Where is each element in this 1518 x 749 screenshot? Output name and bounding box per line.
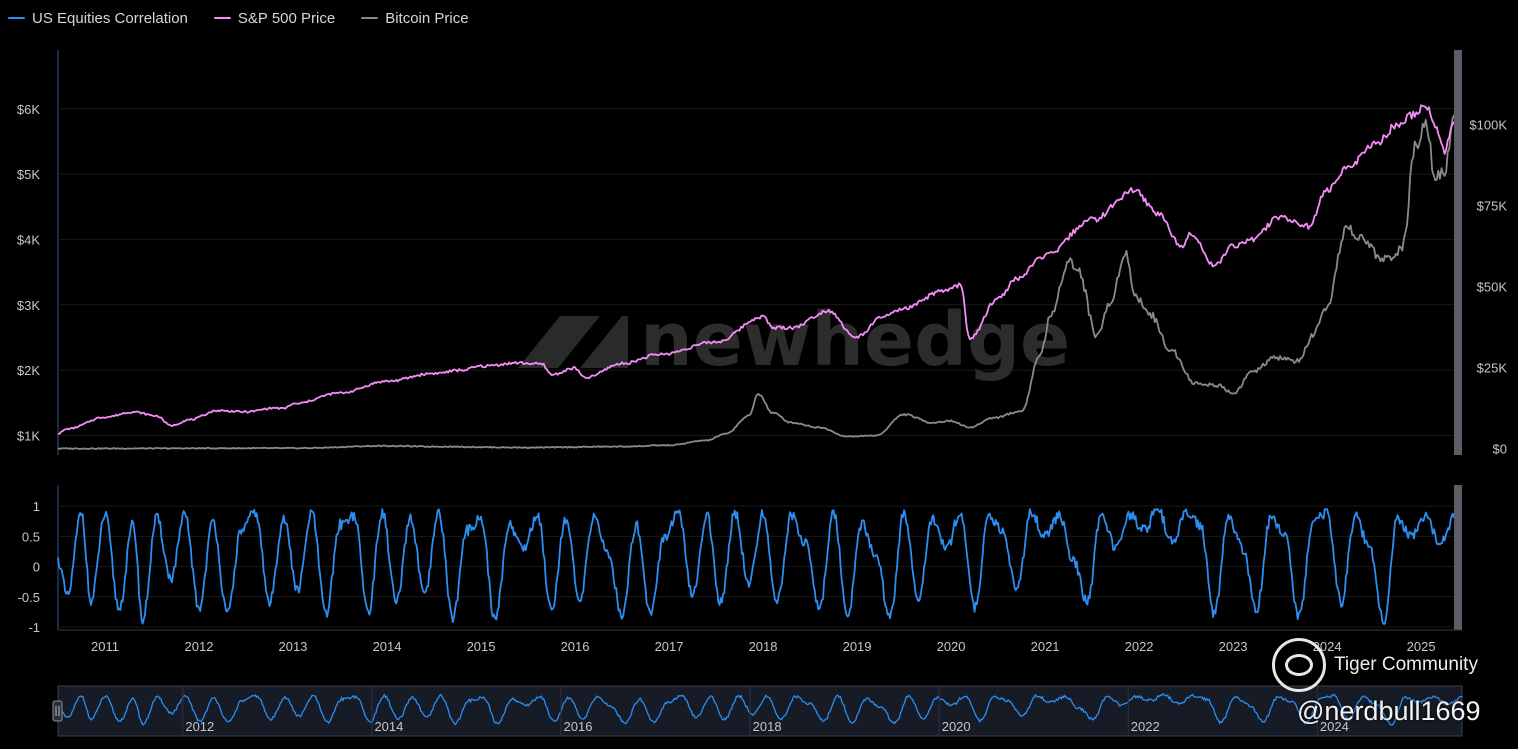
price-right-tick-label: $100K: [1469, 118, 1507, 133]
sp500-price-line: [57, 104, 1455, 435]
x-tick-label: 2017: [655, 639, 684, 654]
legend-item-bitcoin[interactable]: Bitcoin Price: [361, 9, 469, 27]
legend-item-sp500[interactable]: S&P 500 Price: [213, 9, 336, 27]
price-right-axis: $0 $25K $50K $75K $100K: [1469, 118, 1507, 457]
x-tick-label: 2023: [1219, 639, 1248, 654]
tiger-community-badge: Tiger Community: [1272, 638, 1500, 692]
correlation-tick-label: 0: [33, 560, 40, 575]
legend-label-bitcoin: Bitcoin Price: [385, 9, 469, 27]
price-range-handle[interactable]: [1454, 50, 1462, 455]
navigator-correlation-line: [57, 693, 1463, 726]
x-tick-label: 2011: [91, 639, 119, 654]
correlation-range-handle[interactable]: [1454, 485, 1462, 630]
navigator[interactable]: 2012 2014 2016 2018 2020 2022 2024: [52, 685, 1463, 737]
price-right-tick-label: $50K: [1477, 280, 1508, 295]
bitcoin-price-line: [57, 114, 1455, 450]
x-tick-label: 2020: [937, 639, 966, 654]
price-panel: $1K $2K $3K $4K $5K $6K $0 $25K $50K $75K $100K n…: [17, 50, 1507, 457]
price-left-tick-label: $5K: [17, 167, 40, 182]
navigator-tick-label: 2016: [564, 719, 593, 734]
chart-legend: US Equities Correlation S&P 500 Price Bi…: [8, 6, 469, 30]
correlation-tick-label: -0.5: [18, 590, 40, 605]
price-left-axis: $1K $2K $3K $4K $5K $6K: [17, 102, 40, 444]
x-tick-label: 2018: [749, 639, 778, 654]
price-left-tick-label: $1K: [17, 428, 40, 443]
navigator-tick-label: 2014: [374, 719, 403, 734]
x-tick-label: 2014: [373, 639, 402, 654]
price-right-tick-label: $25K: [1477, 361, 1508, 376]
x-axis: 2011 2012 2013 2014 2015 2016 2017 2018 2019 2020…: [91, 639, 1436, 654]
price-left-tick-label: $3K: [17, 298, 40, 313]
legend-swatch-sp500: [213, 17, 231, 19]
navigator-tick-label: 2022: [1131, 719, 1160, 734]
legend-swatch-correlation: [8, 17, 25, 19]
correlation-grid: [58, 505, 1454, 628]
price-left-tick-label: $6K: [17, 102, 40, 117]
tiger-community-text: Tiger Community: [1334, 654, 1478, 675]
correlation-y-axis: 1 0.5 0 -0.5 -1: [18, 499, 40, 635]
x-tick-label: 2016: [561, 639, 590, 654]
legend-label-sp500: S&P 500 Price: [237, 9, 336, 27]
tiger-community-logo-inner-icon: [1285, 654, 1313, 676]
navigator-tick-label: 2012: [185, 719, 214, 734]
x-tick-label: 2019: [843, 639, 872, 654]
price-series: [57, 104, 1455, 450]
correlation-tick-label: 0.5: [22, 529, 40, 544]
legend-item-correlation[interactable]: US Equities Correlation: [8, 10, 188, 27]
correlation-series: [57, 508, 1455, 625]
newhedge-logo-icon-b: [580, 316, 628, 368]
price-left-tick-label: $4K: [17, 232, 40, 247]
navigator-left-handle[interactable]: [52, 700, 63, 722]
newhedge-logo-icon: [518, 316, 600, 368]
correlation-panel: 1 0.5 0 -0.5 -1 2011 2012 2013 2014 2015 2016 2017…: [18, 485, 1462, 654]
x-tick-label: 2025: [1407, 639, 1436, 654]
navigator-series: [57, 693, 1463, 726]
navigator-x-axis: 2012 2014 2016 2018 2020 2022 2024: [182, 687, 1349, 735]
price-grid: [58, 108, 1454, 436]
correlation-line: [57, 508, 1455, 625]
navigator-tick-label: 2018: [753, 719, 782, 734]
x-tick-label: 2021: [1031, 639, 1060, 654]
price-right-tick-label: $0: [1493, 442, 1507, 457]
x-tick-label: 2022: [1125, 639, 1154, 654]
navigator-tick-label: 2024: [1320, 719, 1349, 734]
correlation-tick-label: -1: [28, 620, 40, 635]
price-left-tick-label: $2K: [17, 363, 40, 378]
x-tick-label: 2012: [185, 639, 214, 654]
newhedge-watermark-text: newhedge: [640, 297, 1070, 383]
x-tick-label: 2015: [467, 639, 496, 654]
tiger-community-logo-icon: [1272, 638, 1326, 692]
navigator-tick-label: 2020: [942, 719, 971, 734]
correlation-tick-label: 1: [33, 499, 40, 514]
x-tick-label: 2013: [279, 639, 308, 654]
legend-label-correlation: US Equities Correlation: [32, 9, 188, 27]
author-handle: @nerdbull1669: [1297, 696, 1481, 726]
price-right-tick-label: $75K: [1477, 199, 1508, 214]
legend-swatch-bitcoin: [361, 17, 379, 19]
